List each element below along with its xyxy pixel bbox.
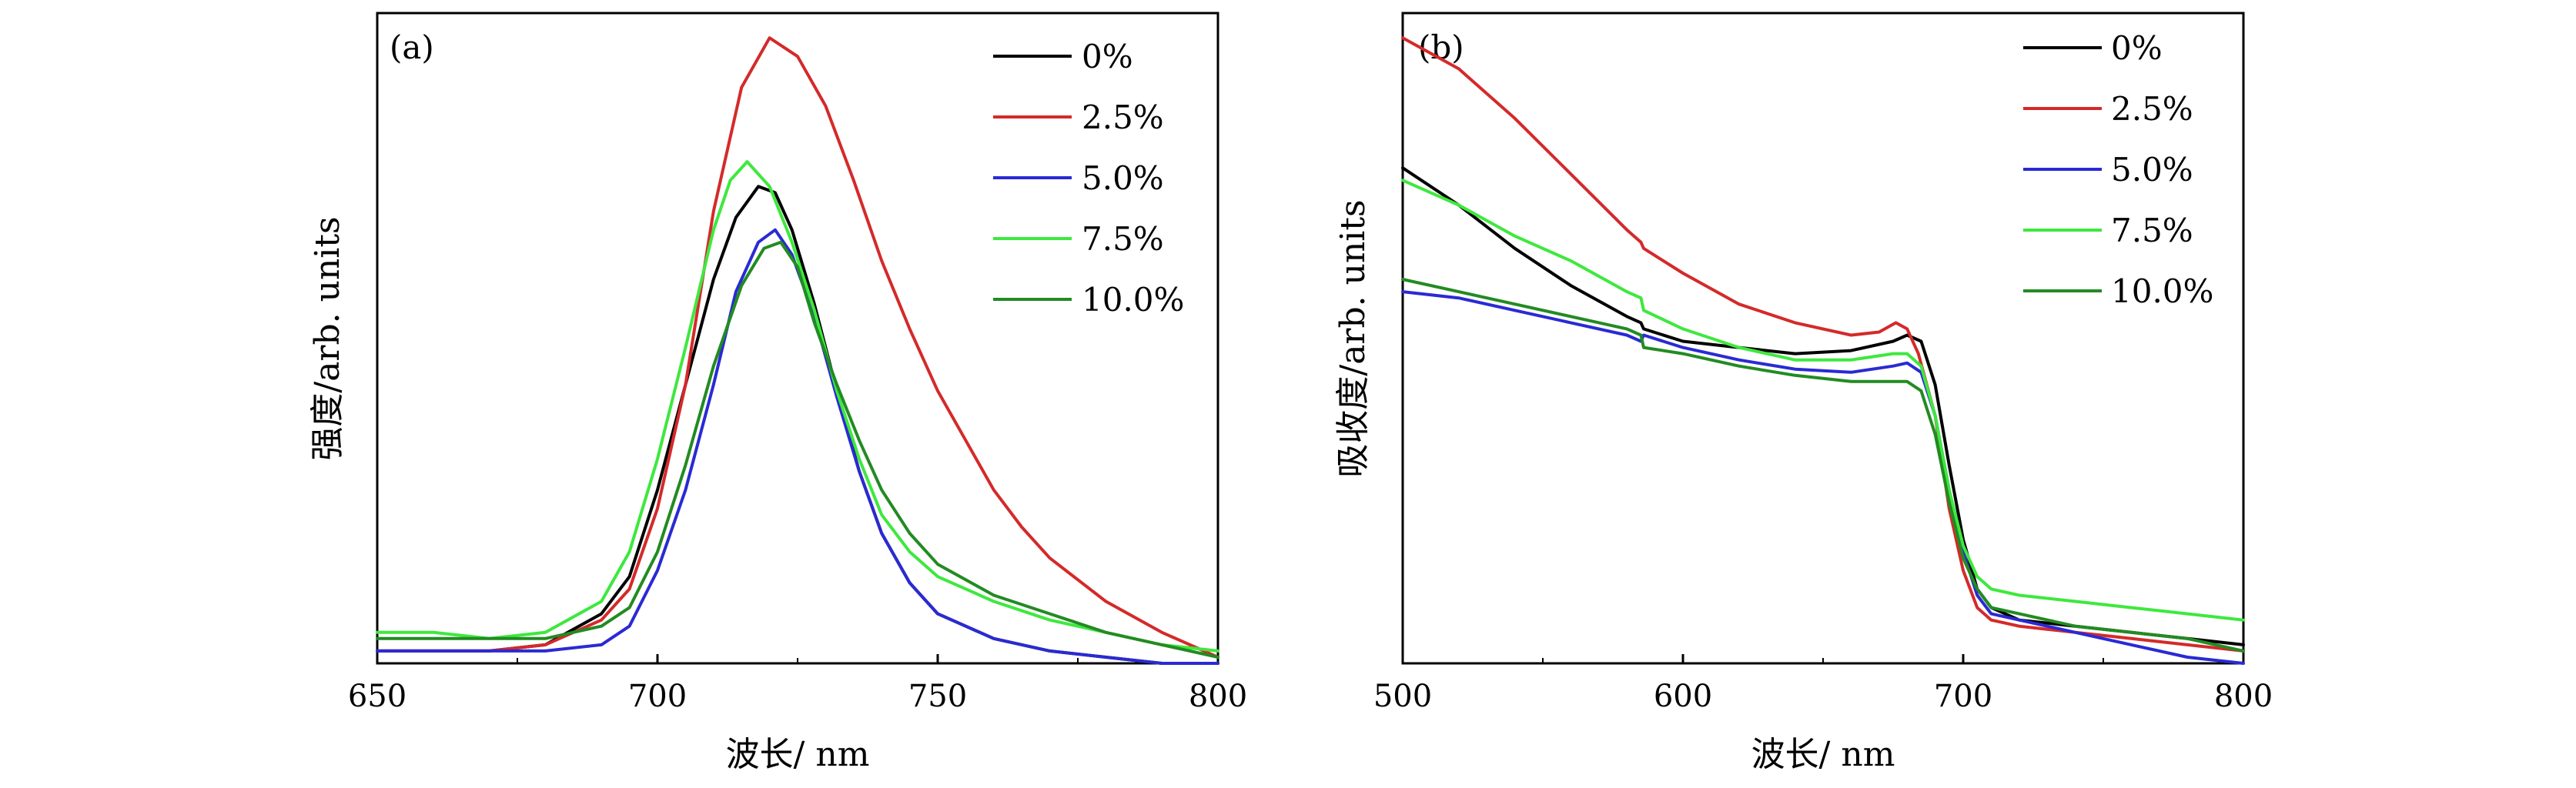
panel-a-label: (a) (390, 28, 434, 66)
panel-b-xtick-label-0: 500 (1373, 679, 1432, 714)
panel-b: (b) 500 600 700 800 波长/ nm 吸收度/arb. unit… (1333, 12, 2273, 774)
panel-a-legend-label-0: 0% (1082, 38, 1133, 75)
panel-b-legend-label-0: 0% (2111, 29, 2163, 67)
panel-a-x-axis-title: 波长/ nm (726, 735, 870, 774)
panel-b-series-line-2 (1401, 290, 2245, 665)
panel-a-legend-label-3: 7.5% (1082, 220, 1164, 258)
panel-a-xtick-label-0: 650 (348, 679, 406, 714)
panel-b-series-group (1401, 36, 2245, 665)
panel-b-xticks (1401, 654, 2245, 663)
panel-a-series-group (376, 36, 1219, 665)
panel-b-series-line-3 (1401, 179, 2245, 622)
panel-a-legend-label-4: 10.0% (1082, 281, 1184, 319)
panel-a-xtick-label-3: 800 (1189, 679, 1247, 714)
panel-b-legend-label-3: 7.5% (2111, 212, 2193, 249)
panel-b-xtick-labels: 500 600 700 800 (1373, 679, 2273, 714)
panel-a-series-line-1 (376, 36, 1219, 659)
panel-b-xtick-label-1: 600 (1654, 679, 1712, 714)
panel-b-legend-label-2: 5.0% (2111, 151, 2193, 189)
panel-b-legend: 0% 2.5% 5.0% 7.5% 10.0% (2023, 29, 2213, 310)
panel-b-series-line-4 (1401, 278, 2245, 653)
panel-b-series-line-1 (1401, 36, 2245, 653)
panel-b-xtick-label-3: 800 (2214, 679, 2273, 714)
panel-a-legend-label-2: 5.0% (1082, 159, 1164, 197)
panel-a-legend-label-1: 2.5% (1082, 98, 1164, 136)
panel-b-xtick-label-2: 700 (1934, 679, 1992, 714)
panel-a: (a) 650 700 750 800 波长/ nm 强度/arb. units… (308, 12, 1247, 774)
panel-a-series-line-4 (376, 240, 1219, 659)
panel-b-x-axis-title: 波长/ nm (1751, 735, 1895, 774)
panel-a-xtick-label-1: 700 (628, 679, 687, 714)
panel-a-legend: 0% 2.5% 5.0% 7.5% 10.0% (993, 38, 1184, 319)
panel-a-series-line-2 (376, 228, 1219, 665)
panel-a-y-axis-title: 强度/arb. units (308, 216, 347, 460)
panel-a-xtick-labels: 650 700 750 800 (348, 679, 1247, 714)
panel-b-legend-label-4: 10.0% (2111, 272, 2213, 310)
panel-b-legend-label-1: 2.5% (2111, 90, 2193, 128)
panel-a-series-line-3 (376, 160, 1219, 653)
panel-a-xtick-label-2: 750 (908, 679, 967, 714)
panel-b-y-axis-title: 吸收度/arb. units (1333, 199, 1373, 477)
